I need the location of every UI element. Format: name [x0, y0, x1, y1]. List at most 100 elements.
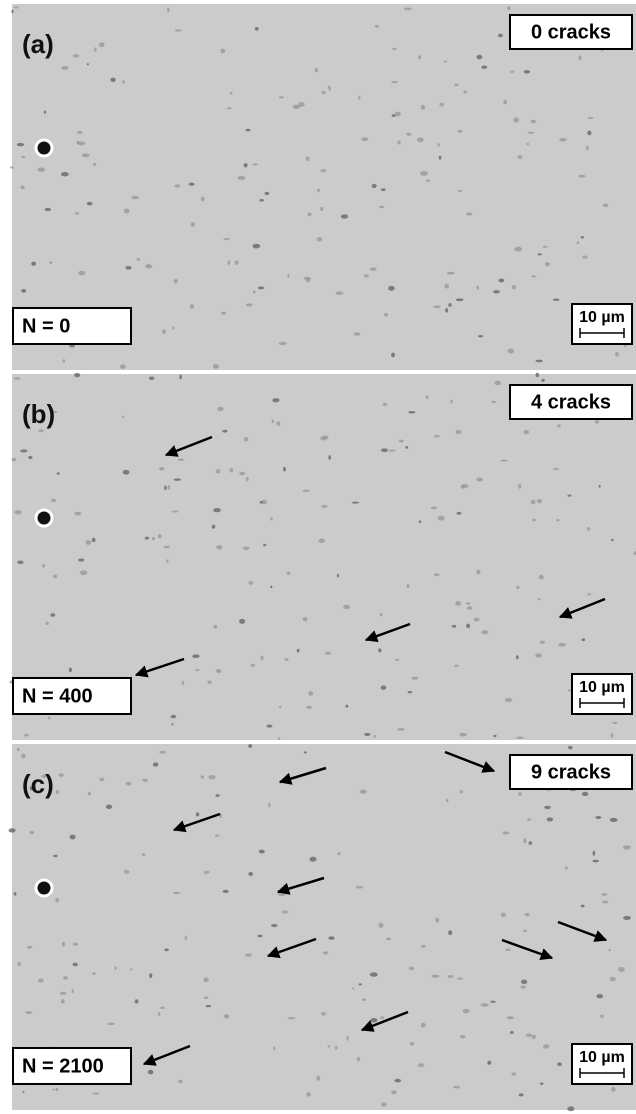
inclusion — [246, 477, 249, 481]
inclusion — [166, 559, 168, 563]
inclusion — [248, 872, 253, 876]
inclusion — [491, 401, 496, 403]
inclusion — [521, 980, 527, 984]
inclusion — [271, 419, 274, 423]
inclusion — [618, 967, 625, 972]
inclusion — [364, 274, 369, 277]
inclusion — [163, 546, 170, 548]
inclusion — [407, 584, 410, 588]
inclusion — [57, 472, 60, 475]
inclusion — [207, 680, 211, 684]
inclusion — [463, 1009, 470, 1013]
inclusion — [260, 501, 263, 504]
inclusion — [328, 86, 331, 90]
inclusion — [445, 308, 448, 313]
inclusion — [540, 1082, 544, 1084]
inclusion — [259, 850, 265, 854]
inclusion — [278, 737, 280, 740]
inclusion — [514, 247, 522, 252]
inclusion — [397, 140, 400, 144]
inclusion — [598, 485, 600, 488]
inclusion — [405, 446, 408, 449]
inclusion — [433, 305, 440, 308]
inclusion — [217, 407, 223, 411]
inclusion — [378, 648, 381, 652]
inclusion — [487, 1061, 491, 1065]
inclusion — [466, 602, 470, 604]
inclusion — [438, 516, 445, 521]
inclusion — [227, 107, 232, 109]
inclusion — [357, 1057, 360, 1061]
inclusion — [63, 359, 66, 363]
inclusion — [391, 81, 398, 83]
inclusion — [243, 547, 250, 550]
inclusion — [82, 153, 90, 157]
inclusion — [354, 332, 360, 335]
inclusion — [466, 624, 470, 629]
inclusion — [541, 379, 544, 382]
inclusion — [501, 913, 506, 918]
inclusion — [581, 905, 585, 908]
inclusion — [426, 179, 430, 182]
inclusion — [220, 49, 225, 54]
inclusion — [174, 279, 178, 284]
inclusion — [323, 951, 328, 954]
inclusion — [56, 1088, 59, 1092]
inclusion — [283, 467, 286, 472]
inclusion — [92, 972, 95, 975]
inclusion — [361, 137, 368, 141]
inclusion — [303, 617, 308, 622]
inclusion — [420, 171, 428, 176]
inclusion — [124, 870, 130, 874]
inclusion — [379, 206, 384, 209]
inclusion — [24, 734, 28, 737]
inclusion — [481, 1003, 489, 1007]
inclusion — [137, 258, 141, 261]
inclusion — [25, 1011, 32, 1014]
inclusion — [434, 573, 440, 576]
inclusion — [508, 348, 514, 353]
inclusion — [78, 271, 85, 275]
inclusion — [258, 286, 264, 289]
scale-label: 10 µm — [579, 309, 625, 326]
inclusion — [21, 754, 26, 759]
inclusion — [159, 467, 165, 470]
inclusion — [352, 987, 354, 989]
inclusion — [587, 593, 591, 595]
inclusion — [172, 723, 174, 725]
inclusion — [538, 253, 542, 255]
inclusion — [235, 260, 239, 265]
inclusion — [476, 286, 479, 290]
inclusion — [252, 244, 260, 249]
inclusion — [556, 519, 559, 521]
inclusion — [610, 977, 616, 982]
inclusion — [45, 208, 51, 211]
inclusion — [223, 890, 229, 893]
inclusion — [380, 1016, 384, 1019]
inclusion — [270, 517, 273, 520]
inclusion — [73, 54, 79, 58]
inclusion — [208, 775, 215, 779]
inclusion — [53, 1088, 55, 1090]
inclusion — [578, 175, 585, 178]
inclusion — [255, 27, 259, 31]
inclusion — [513, 117, 519, 122]
inclusion — [418, 1063, 424, 1067]
inclusion — [454, 665, 459, 667]
inclusion — [153, 762, 158, 766]
inclusion — [224, 1014, 230, 1018]
inclusion — [55, 898, 59, 902]
inclusion — [204, 871, 210, 874]
inclusion — [373, 735, 375, 738]
inclusion — [587, 527, 590, 531]
inclusion — [317, 189, 320, 193]
inclusion — [215, 794, 219, 797]
inclusion — [88, 792, 91, 796]
inclusion — [179, 375, 182, 380]
inclusion — [48, 716, 51, 719]
cycles-label: N = 400 — [22, 685, 93, 707]
inclusion — [523, 838, 526, 843]
inclusion — [512, 285, 516, 289]
inclusion — [164, 948, 168, 951]
inclusion — [460, 485, 465, 488]
